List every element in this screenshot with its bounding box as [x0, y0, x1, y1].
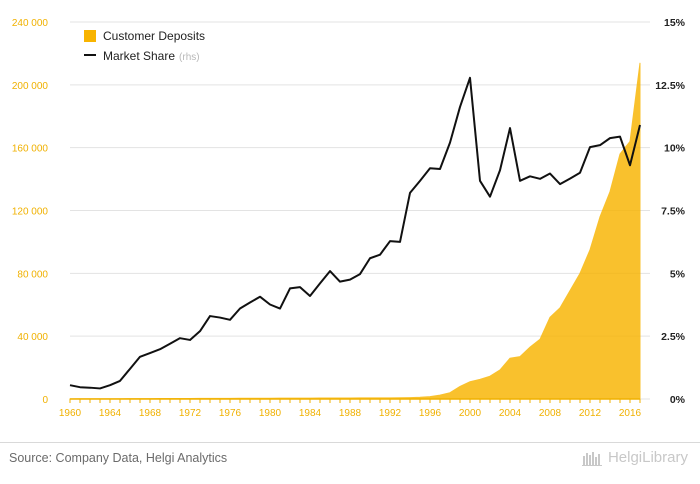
brand-logo[interactable]: HelgiLibrary	[582, 449, 688, 466]
x-tick-label: 1964	[99, 408, 122, 419]
y-left-tick-label: 160 000	[12, 144, 49, 155]
y-right-tick-label: 15%	[664, 17, 686, 29]
y-left-tick-label: 240 000	[12, 18, 49, 29]
x-tick-label: 1984	[299, 408, 322, 419]
footer: Source: Company Data, Helgi Analytics He…	[0, 442, 700, 484]
x-tick-label: 1960	[59, 408, 82, 419]
y-left-tick-label: 0	[42, 395, 48, 406]
legend-label-deposits: Customer Deposits	[103, 29, 205, 43]
y-right-tick-label: 2.5%	[661, 331, 686, 343]
y-right-tick-label: 7.5%	[661, 206, 686, 218]
library-logo-icon	[582, 450, 604, 466]
x-axis: 1960 1964 1968 1972 1976 1980 1984 1988 1992 1996…	[59, 399, 642, 419]
x-tick-label: 2012	[579, 408, 602, 419]
x-tick-label: 1980	[259, 408, 282, 419]
x-tick-label: 1972	[179, 408, 202, 419]
x-tick-label: 1968	[139, 408, 162, 419]
y-left-tick-label: 80 000	[17, 269, 48, 280]
brand-name: HelgiLibrary	[608, 449, 688, 466]
source-note: Source: Company Data, Helgi Analytics	[9, 451, 227, 465]
x-tick-label: 1988	[339, 408, 362, 419]
chart: 0 40 000 80 000 120 000 160 000 200 000 240 00…	[0, 0, 700, 442]
series-area-customer-deposits	[70, 63, 640, 399]
x-tick-label: 1992	[379, 408, 402, 419]
y-right-tick-label: 5%	[670, 268, 686, 280]
legend: Customer Deposits Market Share (rhs)	[84, 29, 205, 63]
x-tick-label: 1976	[219, 408, 242, 419]
x-tick-label: 1996	[419, 408, 442, 419]
x-tick-label: 2000	[459, 408, 482, 419]
y-left-tick-label: 40 000	[17, 332, 48, 343]
legend-swatch-deposits	[84, 30, 96, 42]
x-tick-label: 2016	[619, 408, 642, 419]
y-left-tick-label: 120 000	[12, 207, 49, 218]
y-axis-left: 0 40 000 80 000 120 000 160 000 200 000 240 00…	[12, 18, 49, 406]
deposits-area-layer	[70, 63, 640, 399]
x-tick-label: 2008	[539, 408, 562, 419]
legend-label-market-share: Market Share (rhs)	[103, 49, 200, 63]
x-tick-label: 2004	[499, 408, 522, 419]
y-right-tick-label: 12.5%	[655, 80, 685, 92]
y-right-tick-label: 0%	[670, 394, 686, 406]
legend-swatch-market-share	[84, 54, 96, 56]
y-right-tick-label: 10%	[664, 143, 686, 155]
legend-rhs-note: (rhs)	[179, 52, 200, 63]
y-axis-right: 0% 2.5% 5% 7.5% 10% 12.5% 15%	[655, 17, 685, 406]
y-left-tick-label: 200 000	[12, 81, 49, 92]
legend-market-share-text: Market Share	[103, 49, 175, 63]
